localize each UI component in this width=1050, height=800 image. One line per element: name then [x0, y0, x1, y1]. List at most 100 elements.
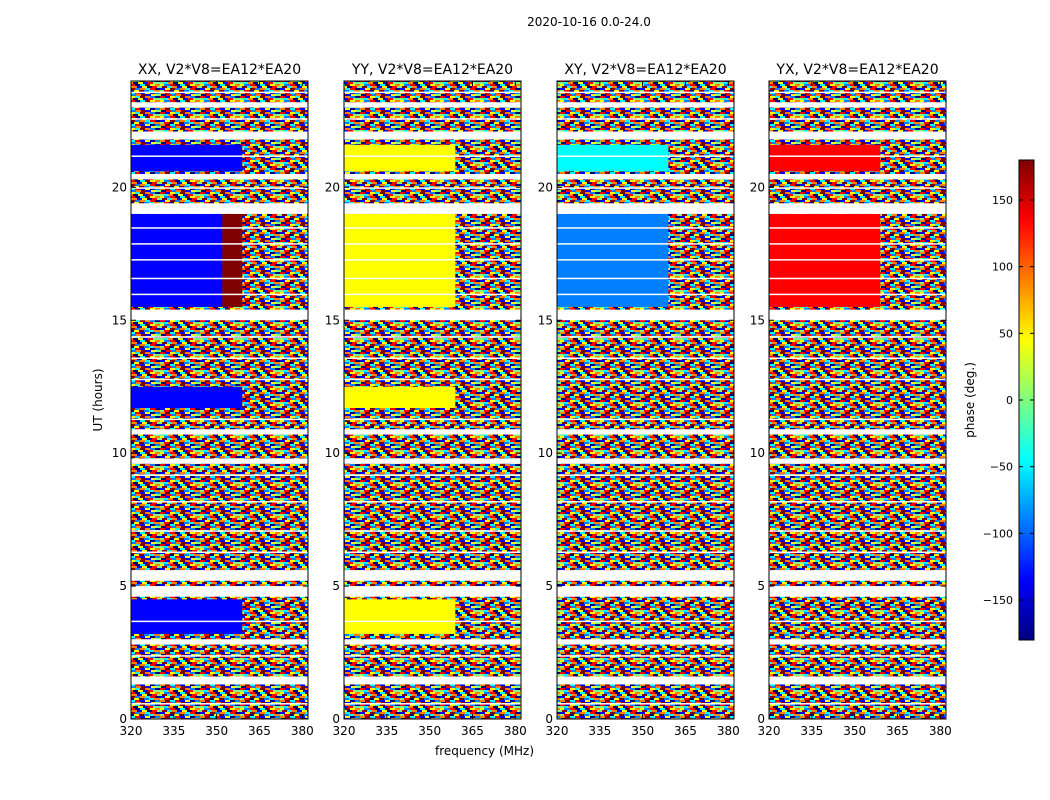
flagged-band: [557, 639, 734, 645]
coherent-phase-block: [769, 144, 881, 172]
panel-title: XX, V2*V8=EA12*EA20: [138, 62, 301, 78]
flagged-line: [344, 474, 521, 476]
y-tick-label: 15: [538, 313, 553, 327]
colorbar-tick-label: 100: [992, 261, 1013, 274]
x-tick-label: 335: [375, 724, 398, 738]
x-tick-label: 320: [758, 724, 781, 738]
y-tick-label: 5: [545, 579, 553, 593]
flagged-line: [131, 620, 308, 623]
x-tick-label: 335: [800, 724, 823, 738]
flagged-band: [344, 131, 521, 140]
flagged-band: [131, 570, 308, 581]
y-tick-label: 10: [325, 446, 340, 460]
y-tick-label: 15: [325, 313, 340, 327]
flagged-line: [557, 551, 734, 554]
flagged-line: [557, 474, 734, 476]
flagged-line: [769, 474, 946, 476]
flagged-line: [131, 551, 308, 554]
coherent-phase-block: [344, 386, 456, 408]
flagged-line: [344, 91, 521, 94]
x-tick-label: 350: [205, 724, 228, 738]
colorbar-tick-label: −150: [983, 594, 1013, 607]
x-tick-label: 350: [418, 724, 441, 738]
flagged-line: [344, 357, 521, 359]
flagged-line: [131, 187, 308, 189]
x-tick-label: 335: [162, 724, 185, 738]
flagged-band: [769, 174, 946, 180]
flagged-line: [769, 155, 946, 157]
colorbar-tick-label: −50: [990, 461, 1013, 474]
flagged-line: [344, 378, 521, 381]
flagged-band: [344, 309, 521, 321]
flagged-line: [131, 293, 308, 296]
flagged-line: [769, 336, 946, 338]
axes-frame: [768, 80, 947, 720]
flagged-line: [769, 703, 946, 705]
flagged-line: [557, 620, 734, 623]
flagged-band: [131, 102, 308, 108]
flagged-line: [557, 91, 734, 94]
y-tick-label: 0: [119, 712, 127, 726]
panel-title: YX, V2*V8=EA12*EA20: [775, 62, 938, 78]
colorbar-tick-label: 50: [999, 327, 1013, 340]
x-tick-label: 335: [588, 724, 611, 738]
x-axis-label: frequency (MHz): [435, 744, 534, 758]
flagged-line: [557, 293, 734, 296]
flagged-band: [344, 570, 521, 581]
y-tick-label: 10: [750, 446, 765, 460]
panel-title: XY, V2*V8=EA12*EA20: [564, 62, 726, 78]
flagged-line: [557, 336, 734, 338]
flagged-band: [131, 676, 308, 685]
y-axis-label: UT (hours): [91, 368, 105, 431]
axes-frame: [556, 80, 735, 720]
flagged-line: [557, 259, 734, 261]
flagged-band: [131, 639, 308, 645]
x-tick-label: 320: [120, 724, 143, 738]
flagged-line: [769, 259, 946, 261]
flagged-line: [131, 277, 308, 280]
flagged-band: [769, 570, 946, 581]
x-tick-label: 365: [886, 724, 909, 738]
coherent-phase-block: [344, 144, 456, 172]
colorbar-tick-label: −100: [983, 527, 1013, 540]
flagged-line: [131, 418, 308, 421]
flagged-band: [557, 309, 734, 321]
flagged-line: [769, 501, 946, 503]
flagged-line: [769, 418, 946, 421]
flagged-band: [769, 639, 946, 645]
flagged-line: [557, 187, 734, 189]
flagged-line: [131, 259, 308, 261]
x-tick-label: 380: [504, 724, 527, 738]
panel-1: YY, V2*V8=EA12*EA20 320 335 350 365 380 0 5 10 15…: [325, 62, 534, 758]
flagged-band: [131, 429, 308, 435]
flagged-line: [344, 501, 521, 503]
flagged-band: [557, 174, 734, 180]
coherent-phase-block: [131, 144, 243, 172]
flagged-band: [344, 458, 521, 464]
coherent-phase-block: [131, 599, 243, 634]
flagged-line: [344, 155, 521, 157]
flagged-band: [557, 676, 734, 685]
flagged-line: [769, 293, 946, 296]
flagged-line: [557, 277, 734, 280]
colorbar-tick-label: 0: [1006, 394, 1013, 407]
flagged-line: [557, 155, 734, 157]
x-tick-label: 350: [843, 724, 866, 738]
panel-3: YX, V2*V8=EA12*EA20 320 335 350 365 380 0 5 10 15…: [750, 62, 952, 738]
panels-group: XX, V2*V8=EA12*EA20 320 335 350 365 380 0 5 10 15…: [91, 62, 952, 758]
axes-frame: [130, 80, 309, 720]
flagged-line: [557, 357, 734, 359]
flagged-band: [557, 458, 734, 464]
flagged-line: [344, 620, 521, 623]
flagged-line: [557, 703, 734, 705]
x-tick-label: 365: [248, 724, 271, 738]
colorbar-tick-label: 150: [992, 194, 1013, 207]
flagged-line: [557, 655, 734, 657]
flagged-line: [344, 187, 521, 189]
x-tick-label: 350: [631, 724, 654, 738]
flagged-line: [557, 378, 734, 381]
flagged-line: [769, 118, 946, 120]
flagged-line: [769, 243, 946, 245]
y-tick-label: 5: [119, 579, 127, 593]
